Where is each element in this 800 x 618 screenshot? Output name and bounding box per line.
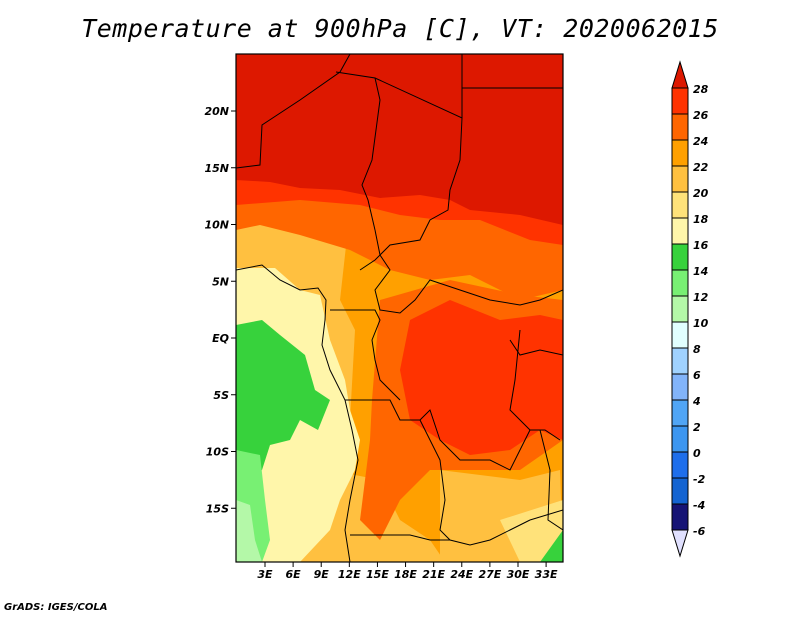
colorbar-box — [671, 191, 689, 219]
colorbar-box — [671, 217, 689, 245]
colorbar-label: 4 — [692, 395, 701, 408]
map-frame — [235, 53, 564, 563]
lat-label: 10N — [204, 219, 229, 232]
latitude-axis: 20N 15N 10N 5N EQ 5S 10S 15S — [204, 105, 236, 515]
colorbar-label: 26 — [693, 109, 709, 122]
colorbar-label: 28 — [693, 83, 709, 96]
colorbar-label: -4 — [693, 499, 705, 512]
colorbar-label: 0 — [693, 447, 701, 460]
colorbar-box — [671, 87, 689, 115]
plot-title: Temperature at 900hPa [C], VT: 202006201… — [81, 14, 719, 43]
colorbar-label: 18 — [693, 213, 709, 226]
band-above-28 — [236, 54, 563, 225]
colorbar-box — [671, 425, 689, 453]
colorbar-label: 8 — [693, 343, 701, 356]
colorbar-label: 6 — [693, 369, 701, 382]
lat-label: 5S — [213, 389, 229, 402]
lat-label: 15N — [204, 162, 229, 175]
colorbar-below-triangle — [671, 529, 689, 558]
longitude-axis: 3E 6E 9E 12E 15E 18E 21E 24E 27E 30E 33E — [257, 562, 558, 581]
colorbar-label: 22 — [693, 161, 709, 174]
lon-label: 24E — [450, 568, 473, 581]
colorbar-box — [671, 347, 689, 375]
colorbar-box — [671, 139, 689, 167]
colorbar-box — [671, 243, 689, 271]
colorbar-box — [671, 399, 689, 427]
colorbar-box — [671, 321, 689, 349]
colorbar-box — [671, 295, 689, 323]
colorbar-box — [671, 113, 689, 141]
band-10-12 — [236, 500, 262, 562]
lon-label: 6E — [286, 568, 302, 581]
lat-label: 20N — [204, 105, 229, 118]
coastline — [236, 264, 359, 562]
colorbar-label: 20 — [693, 187, 709, 200]
lon-label: 30E — [507, 568, 530, 581]
band-14-16 — [236, 320, 330, 480]
lon-label: 21E — [422, 568, 445, 581]
colorbar-box — [671, 165, 689, 193]
band-18-20-south — [500, 500, 563, 562]
grads-footer: GrADS: IGES/COLA — [4, 602, 108, 613]
lon-label: 9E — [314, 568, 330, 581]
lat-label: EQ — [212, 332, 229, 345]
lat-label: 5N — [212, 275, 229, 288]
lat-label: 10S — [206, 446, 229, 459]
lon-label: 3E — [257, 568, 273, 581]
lon-label: 15E — [366, 568, 389, 581]
colorbar-label: 2 — [693, 421, 701, 434]
colorbar-box — [671, 477, 689, 505]
colorbar-box — [671, 269, 689, 297]
colorbar-above-triangle — [671, 60, 689, 89]
colorbar-box — [671, 503, 689, 531]
colorbar-label: -6 — [693, 525, 706, 538]
temperature-field — [236, 54, 563, 562]
lon-label: 18E — [394, 568, 417, 581]
lon-label: 27E — [478, 568, 501, 581]
colorbar-label: 16 — [693, 239, 709, 252]
colorbar-box — [671, 373, 689, 401]
colorbar-label: -2 — [693, 473, 706, 486]
lon-label: 33E — [535, 568, 558, 581]
colorbar-label: 12 — [693, 291, 709, 304]
colorbar-label: 14 — [693, 265, 708, 278]
band-14-16-se — [540, 530, 563, 562]
band-26-28-center — [400, 300, 563, 455]
lat-label: 15S — [206, 502, 229, 515]
country-borders — [236, 54, 563, 562]
colorbar-label: 10 — [693, 317, 709, 330]
lon-label: 12E — [338, 568, 361, 581]
colorbar-label: 24 — [693, 135, 708, 148]
colorbar-box — [671, 451, 689, 479]
